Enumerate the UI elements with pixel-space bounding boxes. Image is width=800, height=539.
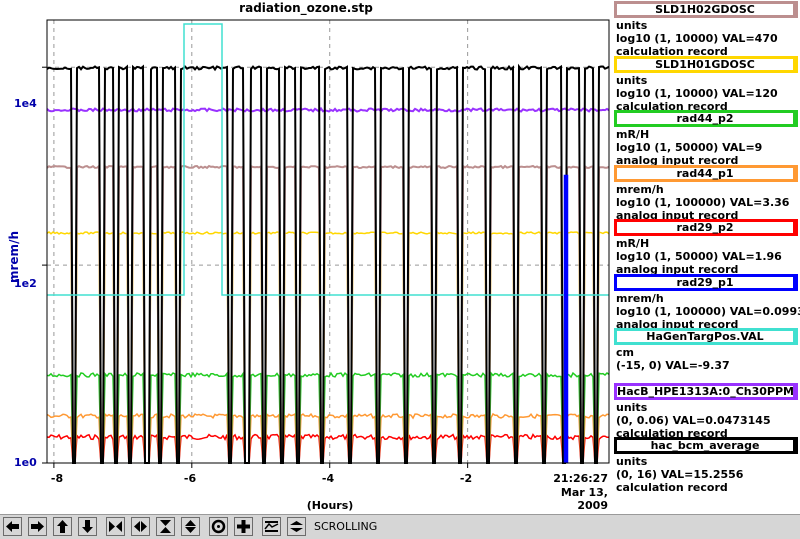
legend-entry-units: units bbox=[616, 400, 648, 414]
timestamp-date: Mar 13, 2009 bbox=[560, 486, 608, 512]
legend-entry-range: log10 (1, 10000) VAL=470 bbox=[616, 32, 778, 45]
y-axis-label: mrem/h bbox=[7, 231, 21, 283]
zoom-in-horizontal-button[interactable] bbox=[106, 517, 125, 536]
legend-entry-units: mR/H bbox=[616, 237, 650, 250]
legend-entry-name[interactable]: SLD1H02GDOSC bbox=[614, 1, 798, 18]
scroll-right-button[interactable] bbox=[28, 517, 47, 536]
scroll-mode-button[interactable] bbox=[287, 517, 306, 536]
scroll-down-button[interactable] bbox=[78, 517, 97, 536]
toolbar: SCROLLING bbox=[0, 514, 800, 539]
plot-area[interactable] bbox=[0, 0, 612, 470]
legend-entry-range: log10 (1, 10000) VAL=120 bbox=[616, 86, 778, 100]
legend-entry-units: cm bbox=[616, 346, 634, 359]
scroll-mode-icon bbox=[290, 521, 303, 532]
scroll-status-label: SCROLLING bbox=[314, 520, 378, 533]
scroll-left-button[interactable] bbox=[3, 517, 22, 536]
legend-entry-name[interactable]: rad44_p2 bbox=[614, 110, 798, 127]
legend-entry-range: log10 (1, 100000) VAL=3.36 bbox=[616, 195, 790, 209]
legend-entry-range: log10 (1, 50000) VAL=9 bbox=[616, 141, 763, 154]
autoscale-icon bbox=[264, 521, 279, 532]
zoom-out-vertical-button[interactable] bbox=[181, 517, 200, 536]
zoom-out-horizontal-icon bbox=[134, 521, 147, 532]
legend-entry-name[interactable]: SLD1H01GDOSC bbox=[614, 55, 798, 73]
legend-entry-units: units bbox=[616, 455, 648, 468]
zoom-in-vertical-button[interactable] bbox=[156, 517, 175, 536]
legend-entry-range: (-15, 0) VAL=-9.37 bbox=[616, 359, 730, 372]
legend-entry-range: (0, 16) VAL=15.2556 bbox=[616, 468, 744, 481]
legend-entry-rtype: calculation record bbox=[616, 99, 728, 113]
x-tick-label: -2 bbox=[459, 472, 473, 485]
plot-frame bbox=[46, 19, 610, 464]
legend-entry-range: (0, 0.06) VAL=0.0473145 bbox=[616, 413, 771, 427]
timestamp-time: 21:26:27 bbox=[553, 472, 608, 485]
trace-rad44-p2 bbox=[46, 106, 610, 113]
legend-entry-rtype: analog input record bbox=[616, 208, 739, 222]
x-tick-label: -6 bbox=[183, 472, 197, 485]
zoom-in-vertical-icon bbox=[160, 520, 171, 533]
zoom-out-horizontal-button[interactable] bbox=[131, 517, 150, 536]
legend-entry-name[interactable]: HacB_HPE1313A:0_Ch30PPM bbox=[614, 382, 798, 400]
legend-entry-rtype: analog input record bbox=[616, 317, 739, 331]
legend-entry-rtype: calculation record bbox=[616, 45, 728, 58]
scroll-right-icon bbox=[31, 521, 44, 532]
legend-entry-units: mrem/h bbox=[616, 291, 664, 305]
scroll-down-icon bbox=[82, 520, 93, 533]
zoom-in-horizontal-icon bbox=[109, 521, 122, 532]
legend-entry-units: units bbox=[616, 19, 648, 32]
legend-entry-units: units bbox=[616, 73, 648, 87]
y-tick-label: 1e2 bbox=[14, 277, 37, 290]
legend-entry-range: log10 (1, 100000) VAL=0.0993 bbox=[616, 304, 800, 318]
y-tick-label: 1e4 bbox=[14, 97, 37, 110]
legend-entry-units: mR/H bbox=[616, 128, 650, 141]
trace-rad29-p1 bbox=[563, 174, 569, 463]
legend-entry-rtype: analog input record bbox=[616, 263, 739, 276]
crosshair-icon bbox=[237, 520, 250, 533]
legend-entry-rtype: calculation record bbox=[616, 426, 728, 440]
legend-entry-rtype: calculation record bbox=[616, 481, 728, 494]
x-tick-label: -4 bbox=[321, 472, 335, 485]
crosshair-button[interactable] bbox=[234, 517, 253, 536]
legend-entry-name[interactable]: rad44_p1 bbox=[614, 164, 798, 182]
trace-hagentargpos bbox=[47, 23, 609, 296]
x-axis-label: (Hours) bbox=[306, 499, 354, 512]
x-tick-label: -8 bbox=[50, 472, 64, 485]
zoom-out-vertical-icon bbox=[185, 520, 196, 533]
legend-entry-name[interactable]: hac_bcm_average bbox=[614, 437, 798, 454]
legend-entry-rtype: analog input record bbox=[616, 154, 739, 167]
y-tick-label: 1e0 bbox=[14, 456, 37, 469]
scroll-up-icon bbox=[57, 520, 68, 533]
legend-entry-name[interactable]: HaGenTargPos.VAL bbox=[614, 328, 798, 345]
autoscale-button[interactable] bbox=[262, 517, 281, 536]
legend-entry-units: mrem/h bbox=[616, 182, 664, 196]
zoom-box-button[interactable] bbox=[209, 517, 228, 536]
legend-entry-name[interactable]: rad29_p1 bbox=[614, 273, 798, 291]
legend-entry-name[interactable]: rad29_p2 bbox=[614, 219, 798, 236]
chart-title: radiation_ozone.stp bbox=[239, 1, 373, 15]
legend-entry-range: log10 (1, 50000) VAL=1.96 bbox=[616, 250, 782, 263]
zoom-box-icon bbox=[211, 519, 226, 534]
scroll-left-icon bbox=[6, 521, 19, 532]
scroll-up-button[interactable] bbox=[53, 517, 72, 536]
